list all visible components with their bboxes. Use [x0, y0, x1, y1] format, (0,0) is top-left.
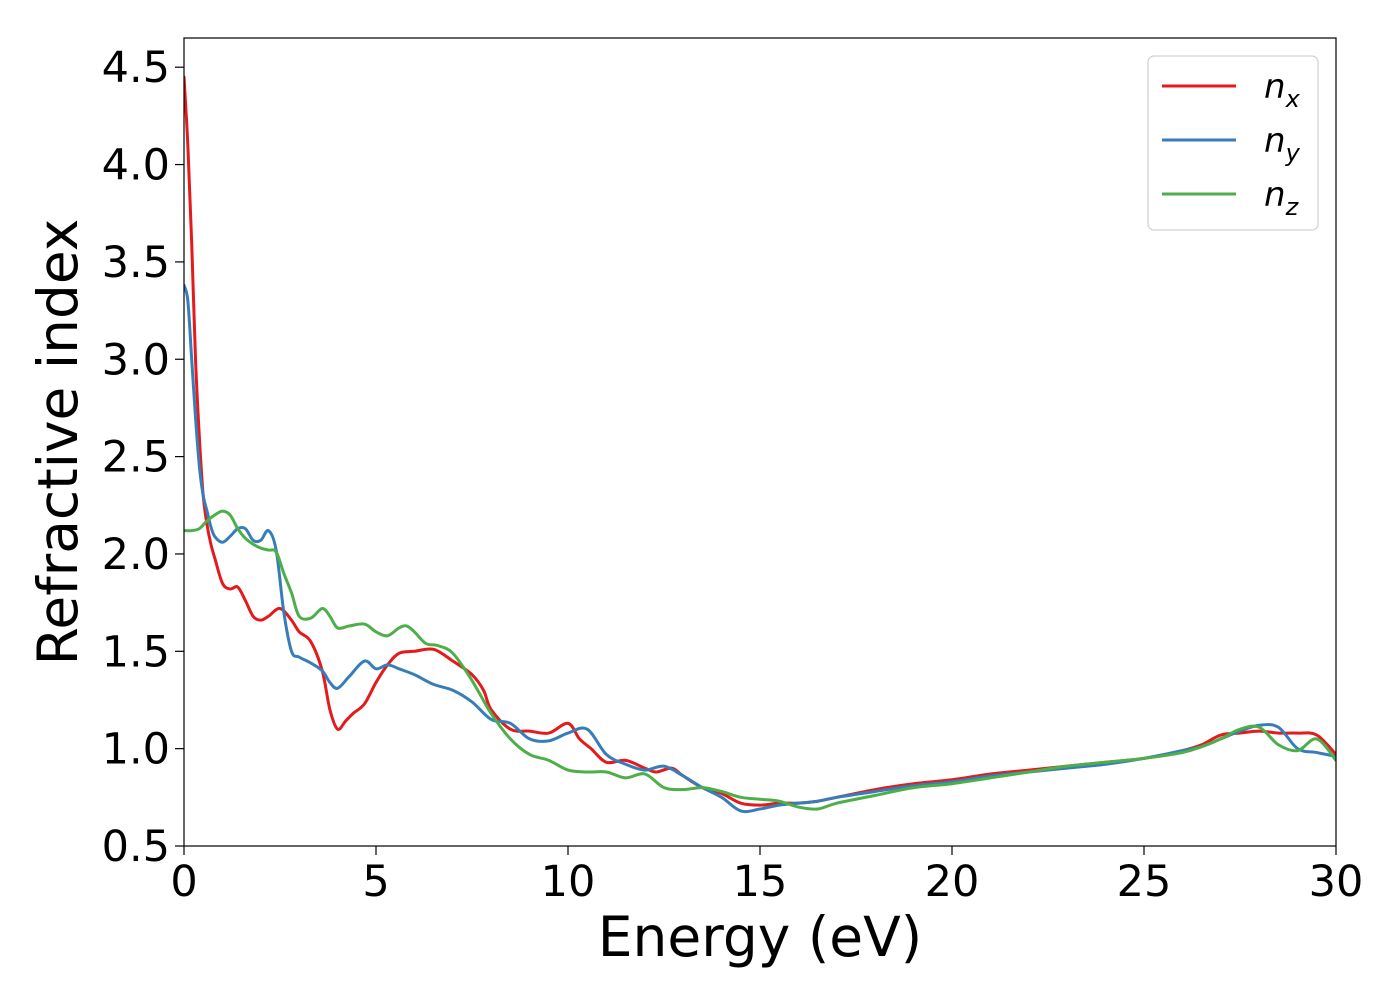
- y-tick-label: 1.0: [102, 725, 170, 775]
- series-line-nx: [184, 75, 1336, 807]
- legend-label-base: n: [1264, 121, 1286, 161]
- legend-box: [1147, 55, 1319, 231]
- x-axis-title: Energy (eV): [598, 905, 922, 969]
- legend-label-subscript: y: [1285, 139, 1301, 167]
- series-line-nz: [184, 509, 1336, 811]
- y-tick-label: 2.0: [102, 530, 170, 580]
- y-tick-label: 4.0: [102, 141, 170, 191]
- x-tick-label: 10: [541, 857, 596, 907]
- y-tick-label: 2.5: [102, 433, 170, 483]
- x-tick-label: 30: [1309, 857, 1364, 907]
- y-tick-label: 3.0: [102, 335, 170, 385]
- x-tick-label: 15: [733, 857, 788, 907]
- y-tick-label: 0.5: [102, 822, 170, 872]
- x-tick-label: 25: [1117, 857, 1172, 907]
- legend-label-nz: nz: [1264, 175, 1300, 221]
- x-tick-label: 0: [170, 857, 197, 907]
- legend-label-base: n: [1264, 67, 1286, 107]
- legend-label-subscript: z: [1285, 193, 1300, 221]
- legend-label-ny: ny: [1264, 121, 1301, 167]
- y-tick-label: 4.5: [102, 43, 170, 93]
- y-tick-label: 3.5: [102, 238, 170, 288]
- x-axis-ticks: 0 5 10 15 20 25 30: [170, 846, 1363, 907]
- series-line-ny: [184, 283, 1336, 814]
- y-axis-ticks: 0.5 1.0 1.5 2.0 2.5 3.0 3.5 4.0 4.5: [102, 43, 184, 872]
- legend-label-base: n: [1264, 175, 1286, 215]
- legend-label-nx: nx: [1264, 67, 1301, 113]
- y-tick-label: 1.5: [102, 627, 170, 677]
- x-tick-label: 20: [925, 857, 980, 907]
- legend-label-subscript: x: [1285, 85, 1301, 113]
- series-layer: [184, 75, 1336, 814]
- y-axis-title: Refractive index: [26, 219, 90, 666]
- x-tick-label: 5: [362, 857, 389, 907]
